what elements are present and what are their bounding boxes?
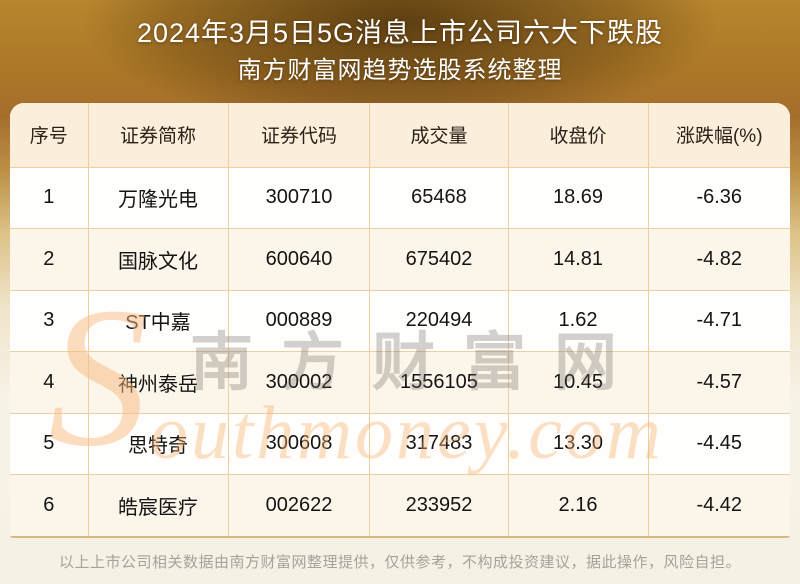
- column-header: 证券代码: [227, 103, 371, 168]
- table-cell: 300608: [227, 412, 371, 475]
- table-cell: 13.30: [507, 412, 649, 475]
- table-row: 3 ST中嘉 000889 220494 1.62 -4.71: [10, 289, 790, 352]
- table-cell: 65468: [369, 166, 509, 229]
- table-cell: 2.16: [507, 474, 649, 536]
- column-header: 成交量: [369, 103, 509, 168]
- table-cell: 6: [10, 474, 89, 536]
- table-cell: 317483: [369, 412, 509, 475]
- table-row: 6 皓宸医疗 002622 233952 2.16 -4.42: [10, 474, 790, 536]
- footer-bar: 以上上市公司相关数据由南方财富网整理提供，仅供参考，不构成投资建议，据此操作，风…: [0, 538, 800, 584]
- page-title: 2024年3月5日5G消息上市公司六大下跌股 南方财富网趋势选股系统整理: [0, 13, 800, 89]
- column-header: 涨跌幅(%): [647, 103, 790, 168]
- table-cell: 5: [10, 412, 89, 475]
- table-cell: 皓宸医疗: [87, 474, 229, 536]
- table-cell: 18.69: [507, 166, 649, 229]
- table-cell: ST中嘉: [87, 289, 229, 352]
- table-row: 5 思特奇 300608 317483 13.30 -4.45: [10, 412, 790, 475]
- table-row: 1 万隆光电 300710 65468 18.69 -6.36: [10, 166, 790, 229]
- table-cell: 1.62: [507, 289, 649, 352]
- table-body: 1 万隆光电 300710 65468 18.69 -6.36 2 国脉文化 600640 675…: [10, 166, 790, 536]
- table-cell: -4.82: [647, 228, 790, 291]
- table-row: 2 国脉文化 600640 675402 14.81 -4.82: [10, 228, 790, 291]
- table-cell: 神州泰岳: [87, 351, 229, 414]
- table-cell: 675402: [369, 228, 509, 291]
- table-cell: 4: [10, 351, 89, 414]
- table-cell: 002622: [227, 474, 371, 536]
- table-cell: -4.45: [647, 412, 790, 475]
- title-line-1: 2024年3月5日5G消息上市公司六大下跌股: [136, 18, 664, 48]
- table-cell: -4.42: [647, 474, 790, 536]
- table-cell: 14.81: [507, 228, 649, 291]
- disclaimer-text: 以上上市公司相关数据由南方财富网整理提供，仅供参考，不构成投资建议，据此操作，风…: [58, 553, 741, 571]
- stock-table-container: 序号 证券简称 证券代码 成交量 收盘价 涨跌幅(%) 1 万隆光电 300710 65468 1…: [10, 103, 790, 538]
- table-cell: 3: [10, 289, 89, 352]
- column-header: 序号: [10, 103, 89, 168]
- table-cell: -4.57: [647, 351, 790, 414]
- table-header-row: 序号 证券简称 证券代码 成交量 收盘价 涨跌幅(%): [10, 103, 790, 168]
- table-row: 4 神州泰岳 300002 1556105 10.45 -4.57: [10, 351, 790, 414]
- table-cell: 万隆光电: [87, 166, 229, 229]
- table-cell: 思特奇: [87, 412, 229, 475]
- table-cell: -6.36: [647, 166, 790, 229]
- table-cell: 国脉文化: [87, 228, 229, 291]
- table-cell: 000889: [227, 289, 371, 352]
- table-cell: 600640: [227, 228, 371, 291]
- table-cell: 300002: [227, 351, 371, 414]
- table-cell: 1: [10, 166, 89, 229]
- column-header: 收盘价: [507, 103, 649, 168]
- table-cell: 1556105: [369, 351, 509, 414]
- table-cell: 2: [10, 228, 89, 291]
- column-header: 证券简称: [87, 103, 229, 168]
- table-cell: 220494: [369, 289, 509, 352]
- stock-table: 序号 证券简称 证券代码 成交量 收盘价 涨跌幅(%) 1 万隆光电 300710 65468 1…: [10, 103, 790, 536]
- table-cell: 300710: [227, 166, 371, 229]
- table-cell: -4.71: [647, 289, 790, 352]
- table-cell: 10.45: [507, 351, 649, 414]
- title-line-2: 南方财富网趋势选股系统整理: [237, 57, 563, 84]
- table-cell: 233952: [369, 474, 509, 536]
